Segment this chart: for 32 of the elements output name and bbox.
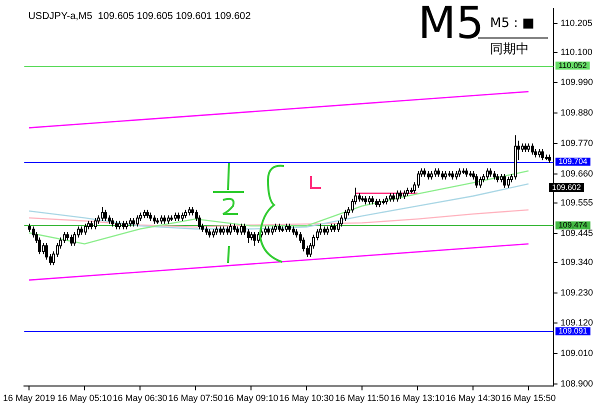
y-tick-label: 109.120 [560,318,594,328]
x-tick-label: 16 May 15:50 [501,393,556,404]
y-tick-label: 109.230 [560,287,594,298]
y-tick-label: 109.880 [560,108,594,118]
ref-line-label: 109.091 [558,326,588,336]
x-tick-label: 16 May 2019 [3,393,56,404]
x-tick-label: 16 May 13:10 [390,393,445,404]
y-tick-label: 109.990 [560,77,594,88]
ref-line-label: 109.704 [558,156,588,166]
annotation: 同期中 [490,41,529,58]
y-tick-label: 110.205 [560,18,592,28]
x-tick-label: 16 May 09:10 [224,393,278,404]
annotation: M5 : ■ [490,16,534,31]
y-tick-label: 110.100 [560,46,592,57]
x-tick-label: 16 May 07:50 [168,393,223,404]
ref-line-label: 110.052 [558,60,588,70]
y-tick-label: 109.340 [560,256,594,267]
y-tick-label: 108.900 [560,378,594,388]
x-tick-label: 16 May 05:10 [57,393,112,404]
x-tick-label: 16 May 10:30 [279,393,334,404]
y-tick-label: 109.660 [560,168,594,178]
y-tick-label: 109.445 [560,228,594,238]
ref-line-label: 109.474 [558,220,588,230]
x-tick-label: 16 May 06:30 [112,393,168,404]
x-tick-label: 16 May 11:50 [335,393,389,404]
annotation: M5 [418,0,484,49]
annotation: 109.602 [549,183,584,192]
x-tick-label: 16 May 14:30 [446,393,500,404]
y-tick-label: 109.770 [560,138,594,148]
chart-title: USDJPY-a,M5 109.605 109.605 109.601 109.602 [28,11,252,22]
y-tick-label: 109.010 [560,348,594,358]
y-tick-label: 109.555 [560,197,594,208]
